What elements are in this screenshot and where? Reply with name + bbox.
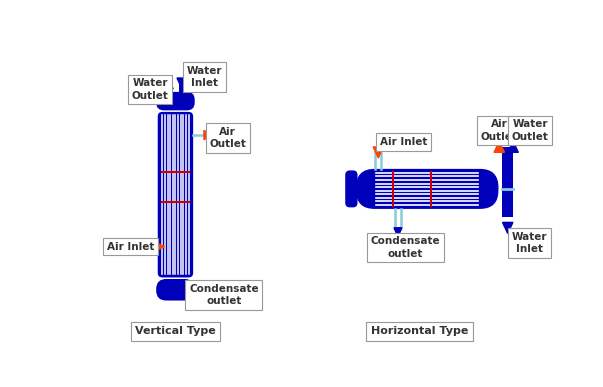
Text: Water
Inlet: Water Inlet: [511, 231, 547, 254]
Polygon shape: [394, 228, 402, 236]
Polygon shape: [508, 141, 519, 152]
Text: Water
Inlet: Water Inlet: [187, 66, 223, 89]
Bar: [502, 147, 513, 217]
Text: Water
Outlet: Water Outlet: [511, 119, 549, 142]
Bar: [178, 83, 186, 99]
Polygon shape: [502, 223, 513, 233]
Text: Water
Outlet: Water Outlet: [131, 78, 168, 101]
Text: Condensate
outlet: Condensate outlet: [371, 236, 440, 259]
FancyBboxPatch shape: [158, 112, 193, 277]
Polygon shape: [373, 147, 384, 158]
FancyBboxPatch shape: [356, 169, 499, 209]
Polygon shape: [204, 130, 214, 140]
Text: Air
Outlet: Air Outlet: [481, 119, 517, 142]
Text: Air Inlet: Air Inlet: [380, 137, 428, 147]
Text: Air Inlet: Air Inlet: [107, 241, 154, 252]
Text: Vertical Type: Vertical Type: [135, 326, 216, 336]
FancyBboxPatch shape: [346, 170, 358, 207]
Text: Air
Outlet: Air Outlet: [209, 127, 246, 149]
Bar: [165, 87, 172, 99]
Polygon shape: [177, 78, 186, 88]
Text: Condensate
outlet: Condensate outlet: [189, 284, 259, 307]
Text: Horizontal Type: Horizontal Type: [371, 326, 468, 336]
FancyBboxPatch shape: [156, 92, 195, 110]
Polygon shape: [494, 141, 505, 152]
FancyBboxPatch shape: [156, 279, 195, 301]
Polygon shape: [154, 242, 165, 251]
Polygon shape: [164, 79, 173, 89]
